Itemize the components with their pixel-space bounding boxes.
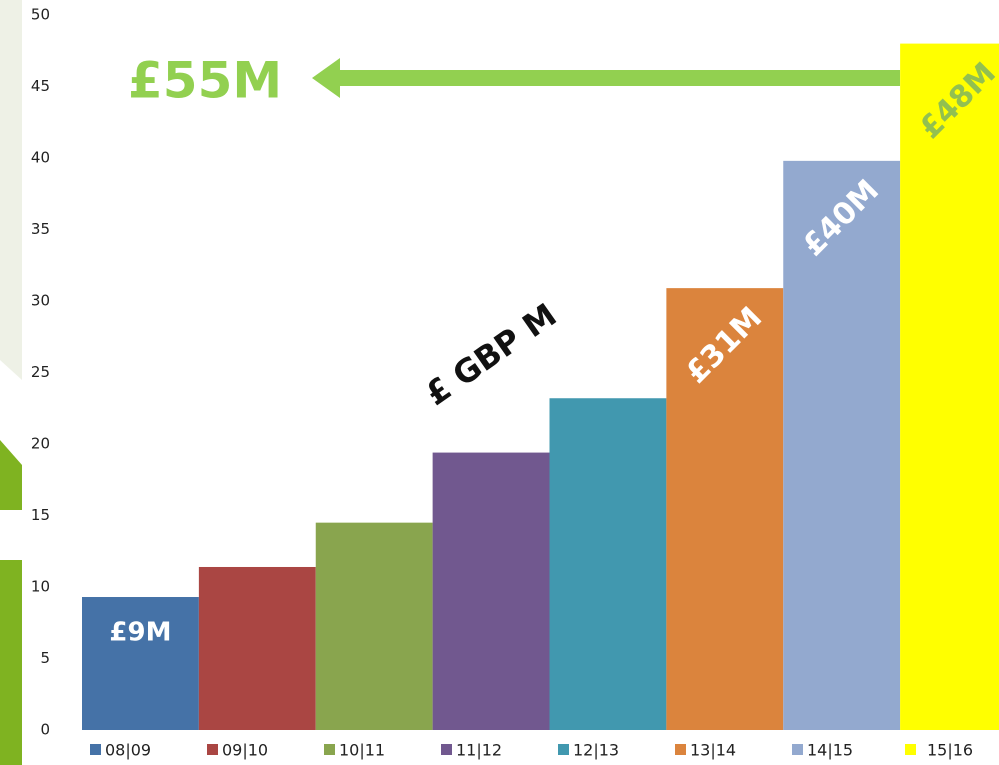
legend-swatch [207,744,218,755]
legend-swatch [792,744,803,755]
plot: 05101520253035404550£9M£31M£40M£48M08|09… [31,6,999,760]
legend-label: 12|13 [573,741,619,760]
arrow [312,58,900,98]
bar [549,398,667,730]
y-tick-label: 40 [31,149,50,167]
y-tick-label: 35 [31,220,50,238]
y-tick-label: 50 [31,6,50,24]
y-tick-label: 30 [31,292,50,310]
legend-swatch [90,744,101,755]
legend-swatch [324,744,335,755]
annotation: £55M [128,52,282,110]
legend-label: 14|15 [807,741,853,760]
y-tick-label: 15 [31,506,50,524]
bar [315,522,433,730]
bar [783,160,901,731]
bar [666,288,784,730]
y-tick-label: 0 [40,721,50,739]
decor [0,440,22,510]
bar [198,566,316,730]
y-tick-label: 25 [31,363,50,381]
legend-swatch [558,744,569,755]
bar [900,43,999,731]
legend-label: 11|12 [456,741,502,760]
y-tick-label: 45 [31,77,50,95]
value-label: £9M [109,618,171,648]
legend-swatch [675,744,686,755]
bar [82,597,199,730]
legend-label: 15|16 [927,741,973,760]
legend-label: 08|09 [105,741,151,760]
decor [0,0,22,380]
legend-label: 09|10 [222,741,268,760]
y-tick-label: 5 [40,649,50,667]
y-tick-label: 10 [31,578,50,596]
legend-label: 13|14 [690,741,736,760]
decor [0,560,22,765]
bar [432,452,550,730]
legend-label: 10|11 [339,741,385,760]
legend-swatch [441,744,452,755]
y-tick-label: 20 [31,435,50,453]
legend-swatch [905,744,916,755]
